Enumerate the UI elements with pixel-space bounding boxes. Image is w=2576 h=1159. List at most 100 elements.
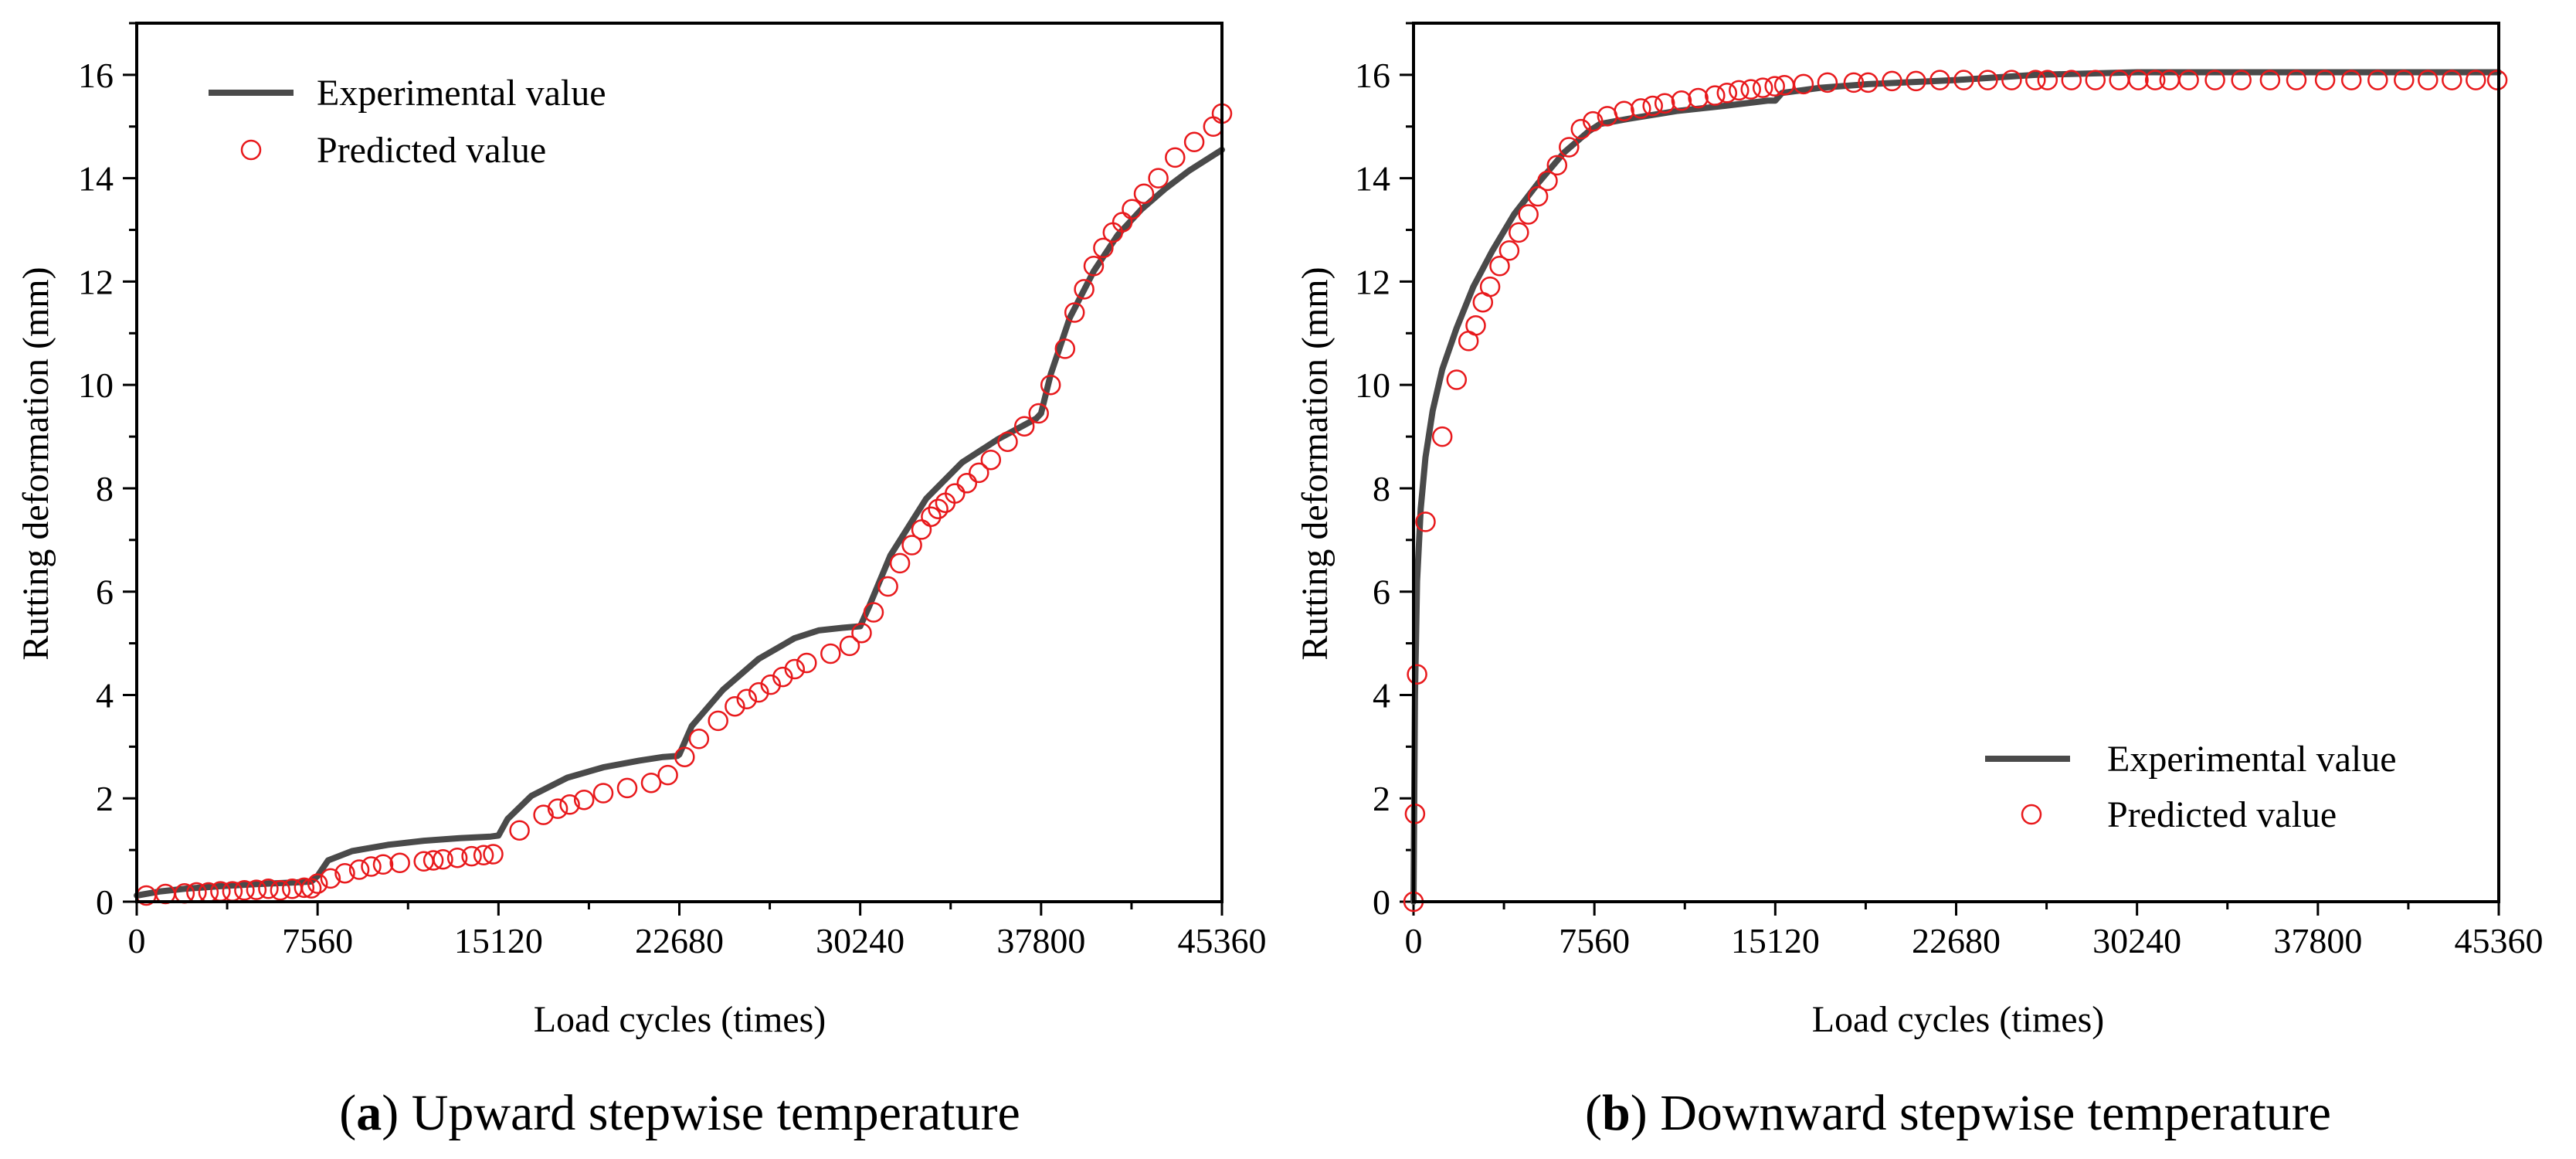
predicted-point-b xyxy=(1559,137,1580,158)
y-tick-label-a: 8 xyxy=(96,469,114,508)
predicted-point-b xyxy=(1817,72,1838,93)
predicted-point-a xyxy=(911,519,932,540)
predicted-point-b xyxy=(1489,256,1510,277)
predicted-point-a xyxy=(1074,279,1095,300)
predicted-point-a xyxy=(372,854,394,875)
experimental-line-a xyxy=(134,146,1225,899)
predicted-point-a xyxy=(320,868,341,889)
predicted-point-b xyxy=(2204,70,2225,90)
y-axis-title-a: Rutting deformation (mm) xyxy=(15,267,56,660)
predicted-point-b xyxy=(1583,110,1604,132)
y-tick-label-a: 12 xyxy=(78,262,114,301)
predicted-point-b xyxy=(1415,512,1436,532)
predicted-point-b xyxy=(2037,70,2058,90)
predicted-point-a xyxy=(559,794,580,815)
predicted-point-b xyxy=(1977,70,1998,90)
predicted-point-b xyxy=(1793,73,1814,95)
legend-marker-swatch-a xyxy=(240,139,262,161)
predicted-point-b xyxy=(1546,155,1568,176)
predicted-point-b xyxy=(2286,70,2307,90)
predicted-point-a xyxy=(1093,237,1114,259)
predicted-point-a xyxy=(1112,212,1133,233)
predicted-point-b xyxy=(2466,70,2486,90)
legend-a: Experimental value Predicted value xyxy=(209,73,606,171)
caption-letter-b: b xyxy=(1602,1085,1631,1141)
plot-frame-a xyxy=(135,22,1224,903)
predicted-point-b xyxy=(1498,240,1520,261)
predicted-point-b xyxy=(2178,70,2199,90)
predicted-point-a xyxy=(877,576,898,597)
predicted-point-b xyxy=(2314,70,2336,90)
y-tick-label-a: 2 xyxy=(96,779,114,818)
predicted-point-a xyxy=(246,879,267,900)
predicted-point-b xyxy=(1882,70,1902,92)
y-tick-label-b: 10 xyxy=(1355,365,1390,405)
predicted-point-a xyxy=(674,746,695,767)
y-tick-label-b: 16 xyxy=(1355,56,1390,95)
legend-label-experimental-a: Experimental value xyxy=(317,73,606,114)
predicted-point-a xyxy=(980,449,1002,471)
x-tick-label-b: 15120 xyxy=(1731,921,1820,960)
y-axis-title-b: Rutting deformation (mm) xyxy=(1295,267,1336,660)
predicted-point-b xyxy=(1446,369,1468,390)
predicted-point-b xyxy=(2085,70,2106,90)
predicted-point-a xyxy=(389,852,410,874)
predicted-point-b xyxy=(1716,83,1738,104)
predicted-point-a xyxy=(1054,338,1076,359)
plot-area-a: 0 7560 15120 22680 30240 37800 45360 0 2 4 6 8 10 12 1… xyxy=(78,22,1267,960)
predicted-point-b xyxy=(1431,426,1453,447)
predicted-point-a xyxy=(446,847,468,868)
predicted-point-b xyxy=(1752,77,1773,98)
predicted-point-b xyxy=(2001,70,2022,90)
plot-area-b: 0 7560 15120 22680 30240 37800 45360 0 2 4 6 8 10 12 1… xyxy=(1355,22,2544,960)
predicted-point-a xyxy=(640,772,662,794)
predicted-point-a xyxy=(592,783,614,804)
predicted-point-a xyxy=(1148,168,1169,189)
predicted-point-b xyxy=(1906,70,1926,92)
legend-label-predicted-a: Predicted value xyxy=(317,130,546,171)
predicted-point-a xyxy=(616,777,638,799)
y-tick-label-a: 10 xyxy=(78,365,114,405)
predicted-point-a xyxy=(461,845,482,867)
x-tick-label-a: 15120 xyxy=(454,921,543,960)
predicted-point-a xyxy=(1064,302,1085,323)
predicted-point-a xyxy=(300,878,322,899)
predicted-point-a xyxy=(307,873,328,894)
y-tick-label-b: 6 xyxy=(1373,573,1390,612)
predicted-point-a xyxy=(234,880,255,901)
x-tick-label-a: 22680 xyxy=(635,921,724,960)
predicted-point-b xyxy=(1764,76,1785,97)
predicted-point-a xyxy=(573,789,595,811)
y-tick-label-b: 12 xyxy=(1355,262,1390,301)
predicted-point-b xyxy=(1688,87,1709,109)
predicted-point-b xyxy=(1858,72,1879,93)
plot-frame-b xyxy=(1412,22,2500,903)
caption-b: (b) Downward stepwise temperature xyxy=(1585,1085,2331,1141)
predicted-point-a xyxy=(863,602,884,623)
experimental-line-b xyxy=(1410,69,2502,905)
predicted-point-a xyxy=(361,856,382,877)
x-tick-label-a: 37800 xyxy=(996,921,1085,960)
predicted-point-a xyxy=(708,710,728,732)
predicted-point-a xyxy=(509,820,530,841)
predicted-point-b xyxy=(2144,70,2166,90)
predicted-point-a xyxy=(1083,256,1105,277)
predicted-point-b xyxy=(2259,70,2281,90)
predicted-point-b xyxy=(2025,70,2046,90)
x-tick-label-b: 45360 xyxy=(2455,921,2544,960)
predicted-point-a xyxy=(796,652,817,674)
predicted-point-b xyxy=(1843,72,1865,93)
caption-text-b: Downward stepwise temperature xyxy=(1660,1085,2331,1141)
predicted-point-b xyxy=(1654,93,1675,114)
predicted-point-b xyxy=(1953,70,1974,90)
predicted-point-a xyxy=(969,462,989,484)
predicted-point-a xyxy=(334,862,355,884)
predicted-point-a xyxy=(945,483,966,504)
predicted-point-a xyxy=(928,498,949,519)
predicted-point-b xyxy=(1705,85,1726,106)
predicted-point-a xyxy=(1040,374,1061,396)
predicted-point-a xyxy=(889,552,911,574)
predicted-point-a xyxy=(997,431,1018,452)
predicted-point-a xyxy=(547,798,568,819)
